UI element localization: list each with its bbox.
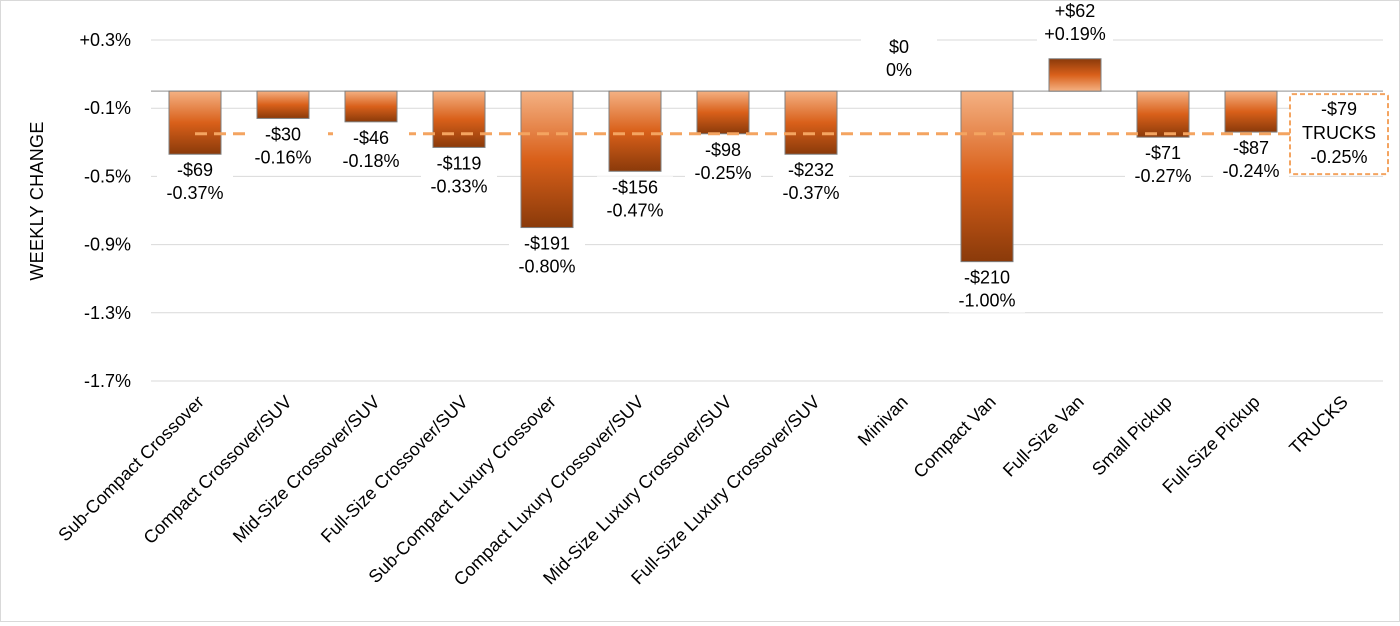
data-label-percent: -0.18% <box>342 151 399 171</box>
data-label-dollar: -$69 <box>177 160 213 180</box>
y-tick-label: -1.3% <box>84 303 131 323</box>
data-label-percent: 0% <box>886 60 912 80</box>
data-label-background <box>861 36 937 83</box>
data-labels: -$69 -0.37% -$30 -0.16% -$46 -0.18% -$119 -0.33… <box>157 0 1289 313</box>
data-label-percent: -0.27% <box>1134 166 1191 186</box>
bar <box>1048 58 1102 92</box>
category-label: Compact Luxury Crossover/SUV <box>450 392 648 590</box>
summary-name-label: TRUCKS <box>1302 123 1376 143</box>
data-label-percent: -1.00% <box>958 291 1015 311</box>
data-label-percent: -0.25% <box>694 163 751 183</box>
category-label: Minivan <box>854 392 912 450</box>
y-tick-label: -0.9% <box>84 235 131 255</box>
data-label-dollar: -$119 <box>437 153 482 173</box>
category-label: Sub-Compact Luxury Crossover <box>365 392 560 587</box>
y-tick-label: -1.7% <box>84 371 131 391</box>
data-label-percent: -0.33% <box>430 176 487 196</box>
category-label: Compact Van <box>910 392 1000 482</box>
bar <box>344 90 398 123</box>
data-label-background <box>1037 0 1113 46</box>
y-axis-title: WEEKLY CHANGE <box>27 121 47 280</box>
data-label-background <box>1213 137 1289 184</box>
y-tick-label: +0.3% <box>79 30 131 50</box>
summary-box <box>1289 93 1389 176</box>
summary-dollar-label: -$79 <box>1321 99 1357 119</box>
bar <box>256 90 310 119</box>
category-label: Full-Size Crossover/SUV <box>317 392 472 547</box>
data-label-background <box>685 138 761 185</box>
data-label-background <box>949 266 1025 313</box>
bar <box>1136 90 1190 138</box>
data-label-background <box>333 126 409 173</box>
bar <box>168 90 222 155</box>
data-label-background <box>773 159 849 206</box>
category-label: Small Pickup <box>1088 392 1176 480</box>
data-label-percent: +0.19% <box>1044 24 1106 44</box>
data-label-background <box>1125 142 1201 189</box>
data-label-percent: -0.37% <box>782 183 839 203</box>
y-tick-label: -0.5% <box>84 166 131 186</box>
gridlines <box>151 39 1383 382</box>
data-label-dollar: -$156 <box>612 177 658 197</box>
reference-line-layer: -$79 TRUCKS -0.25% <box>195 93 1389 176</box>
data-label-percent: -0.47% <box>606 200 663 220</box>
bar <box>1224 90 1278 133</box>
bar <box>608 90 662 172</box>
data-label-percent: -0.37% <box>166 183 223 203</box>
category-label: Full-Size Van <box>999 392 1088 481</box>
data-label-dollar: -$191 <box>524 234 570 254</box>
category-label: Full-Size Pickup <box>1158 392 1263 497</box>
data-label-dollar: $0 <box>889 37 909 57</box>
bar <box>696 90 750 135</box>
data-label-dollar: -$46 <box>353 128 389 148</box>
data-label-percent: -0.24% <box>1222 161 1279 181</box>
data-label-background <box>509 232 585 279</box>
y-axis-ticks: +0.3% -0.1% -0.5% -0.9% -1.3% -1.7% <box>79 30 131 391</box>
summary-percent-label: -0.25% <box>1310 147 1367 167</box>
bars <box>168 58 1278 263</box>
data-label-dollar: -$98 <box>705 140 741 160</box>
data-label-dollar: +$62 <box>1055 1 1096 21</box>
category-label: TRUCKS <box>1285 392 1351 458</box>
y-tick-label: -0.1% <box>84 98 131 118</box>
bar <box>432 90 486 148</box>
category-label: Full-Size Luxury Crossover/SUV <box>627 392 824 589</box>
bar <box>520 90 574 229</box>
category-label: Compact Crossover/SUV <box>140 392 296 548</box>
data-label-percent: -0.16% <box>254 147 311 167</box>
category-label: Mid-Size Luxury Crossover/SUV <box>539 392 736 589</box>
data-label-background <box>245 123 321 170</box>
data-label-dollar: -$210 <box>964 268 1010 288</box>
data-label-background <box>597 176 673 223</box>
data-label-background <box>421 152 497 199</box>
data-label-percent: -0.80% <box>518 257 575 277</box>
data-label-dollar: -$232 <box>788 160 834 180</box>
data-label-dollar: -$71 <box>1145 143 1181 163</box>
category-label: Mid-Size Crossover/SUV <box>229 392 384 547</box>
bar <box>784 90 838 155</box>
category-label: Sub-Compact Crossover <box>54 392 207 545</box>
data-label-dollar: -$30 <box>265 124 301 144</box>
data-label-background <box>157 159 233 206</box>
data-label-dollar: -$87 <box>1233 138 1269 158</box>
bar <box>960 90 1014 263</box>
